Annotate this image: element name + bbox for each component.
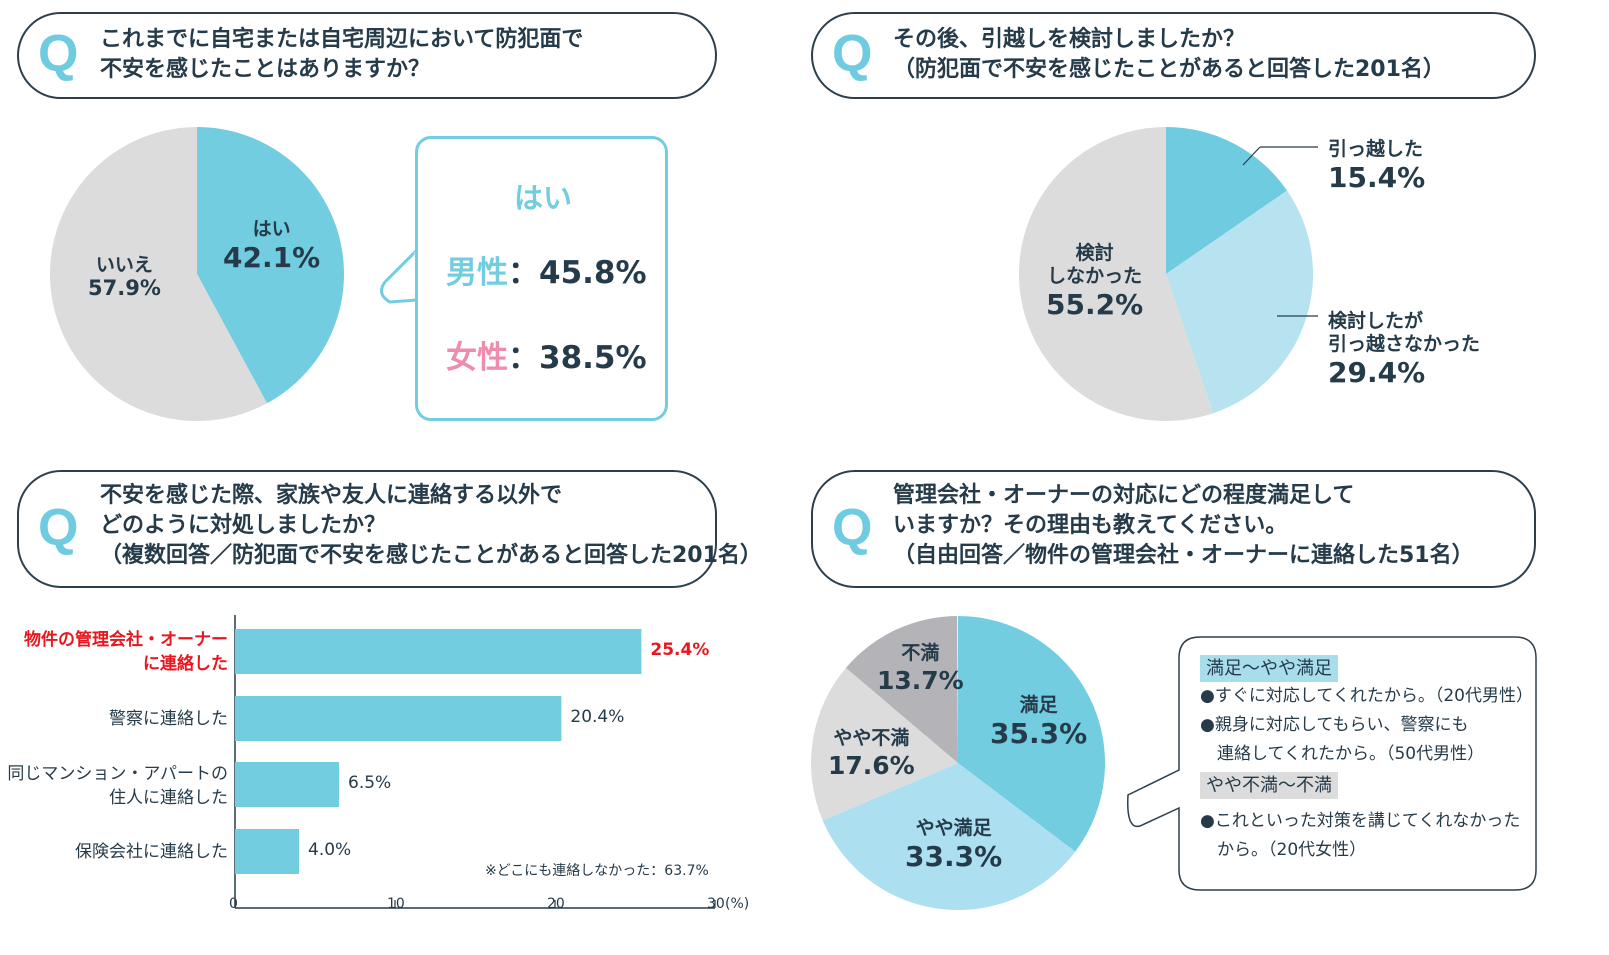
question-2-text: その後、引越しを検討しましたか？ （防犯面で不安を感じたことがあると回答した201… (893, 27, 1445, 82)
question-2-box (811, 12, 1536, 99)
male-stat: 男性：45.8% (446, 255, 647, 291)
bar-category-0: 物件の管理会社・オーナー に連絡した (24, 630, 228, 674)
question-3-box (17, 470, 717, 588)
x-tick-10: 10 (387, 896, 405, 912)
question-1-text: これまでに自宅または自宅周辺において防犯面で 不安を感じたことはありますか？ (100, 27, 584, 82)
pie1-label-no: いいえ 57.9% (88, 254, 161, 300)
comment: 連絡してくれたから。（50代男性） (1200, 744, 1485, 764)
x-tick-30: 30 (707, 896, 725, 912)
leader-line (1242, 146, 1261, 166)
x-tick-0: 0 (229, 896, 238, 912)
bar-category-3: 保険会社に連絡した (75, 842, 228, 862)
bar-chart-note: ※どこにも連絡しなかった：63.7% (485, 863, 709, 879)
female-stat: 女性：38.5% (446, 340, 647, 376)
comment: ●これといった対策を講じてくれなかった (1200, 811, 1521, 831)
bubble-title: はい (513, 181, 572, 215)
q-icon: Q (832, 25, 873, 83)
question-3-text: 不安を感じた際、家族や友人に連絡する以外で どのように対処しましたか？ （複数回答／… (100, 483, 762, 568)
pie4-slice-1 (822, 763, 1076, 910)
bar-value-label-1: 20.4% (570, 707, 625, 727)
pie2-label-considered: 検討したが 引っ越さなかった 29.4% (1328, 310, 1481, 389)
pie4-label-somewhat-dissatisfied: やや不満 17.6% (828, 727, 915, 780)
pie4-label-dissatisfied: 不満 13.7% (877, 642, 964, 695)
bar-value-label-0: 25.4% (650, 640, 710, 660)
question-4-text: 管理会社・オーナーの対応にどの程度満足して いますか？その理由も教えてください。（… (893, 483, 1474, 568)
negative-tag: やや不満〜不満 (1200, 772, 1338, 799)
pie2-label-not-considered: 検討 しなかった 55.2% (1046, 242, 1144, 321)
bar-1 (235, 696, 562, 741)
q-icon: Q (832, 499, 873, 557)
comment: ●すぐに対応してくれたから。（20代男性） (1200, 686, 1533, 706)
pie4-label-somewhat-satisfied: やや満足 33.3% (905, 817, 1003, 873)
pie4-slice-0 (958, 616, 1105, 852)
pie2-slice-0 (1166, 127, 1288, 274)
pie2-slice-1 (1166, 190, 1314, 414)
comment-bubble (1127, 636, 1537, 891)
pie4-slice-2 (811, 667, 958, 821)
question-1-box (17, 12, 717, 99)
pie2-slice-2 (1019, 126, 1214, 421)
pie1-slice-1 (49, 126, 268, 421)
positive-tag: 満足〜やや満足 (1200, 655, 1338, 682)
pie4-label-satisfied: 満足 35.3% (990, 694, 1088, 750)
bubble-tail (379, 248, 419, 304)
bar-value-label-3: 4.0% (308, 840, 352, 860)
bar-value-label-2: 6.5% (348, 773, 392, 793)
pie1-label-yes: はい 42.1% (223, 218, 321, 274)
x-axis-unit: (%) (725, 896, 750, 912)
q-icon: Q (38, 25, 79, 83)
x-tick-20: 20 (547, 896, 565, 912)
bar-category-1: 警察に連絡した (109, 709, 228, 729)
pie2-label-moved: 引っ越した 15.4% (1328, 138, 1426, 194)
bar-0 (235, 629, 642, 674)
question-4-box (811, 470, 1536, 588)
q-icon: Q (38, 499, 79, 557)
comment: から。（20代女性） (1200, 840, 1367, 860)
bar-3 (235, 829, 299, 874)
gender-breakdown-bubble: はい 男性：45.8% 女性：38.5% (415, 136, 668, 421)
bar-2 (235, 762, 339, 807)
pie1-slice-0 (197, 127, 344, 404)
comment-bubble-content: 満足〜やや満足 ●すぐに対応してくれたから。（20代男性） ●親身に対応してもら… (1200, 655, 1533, 865)
bar-category-2: 同じマンション・アパートの 住人に連絡した (7, 764, 228, 808)
comment: ●親身に対応してもらい、警察にも (1200, 715, 1469, 735)
pie4-slice-3 (845, 616, 958, 763)
